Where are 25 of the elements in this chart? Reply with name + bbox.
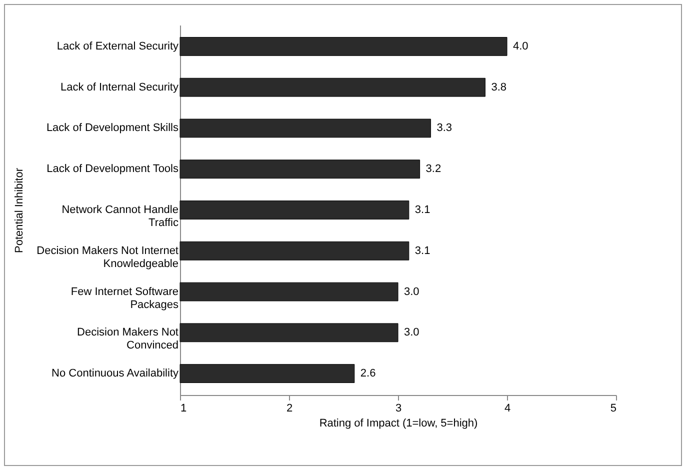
data-label: 3.2 [426,163,442,176]
y-tick-label: Lack of Development Tools [46,163,179,176]
data-label: 3.3 [436,122,452,134]
x-tick-label: 1 [180,402,187,414]
y-axis-title: Potential Inhibitor [14,168,26,253]
x-tick-label: 3 [395,402,402,414]
y-tick-label: Decision Makers Not Convinced [77,326,178,352]
x-axis-title: Rating of Impact (1=low, 5=high) [319,418,478,430]
data-label: 3.1 [414,244,430,257]
data-label: 2.6 [360,368,376,380]
data-label: 3.0 [404,286,420,298]
y-tick-label: Few Internet Software Packages [70,286,179,311]
y-tick-label: Decision Makers Not Internet Knowledgeable [36,244,178,270]
y-tick-label: No Continuous Availability [52,368,179,380]
data-label: 3.1 [414,204,430,216]
data-label: 4.0 [513,40,528,52]
y-tick-label: Lack of Development Skills [46,122,179,134]
y-tick-label: Network Cannot Handle Traffic [62,204,179,229]
x-tick-label: 2 [286,402,293,414]
x-tick-label: 4 [504,402,511,414]
data-label: 3.0 [404,326,420,339]
data-label: 3.8 [491,81,506,94]
y-tick-label: Lack of Internal Security [60,81,179,94]
x-tick-label: 5 [610,402,616,414]
y-tick-label: Lack of External Security [56,40,179,52]
